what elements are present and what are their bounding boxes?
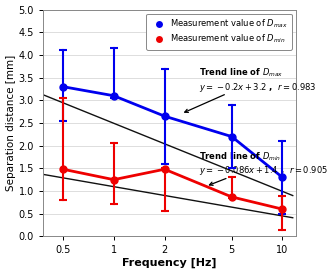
X-axis label: Frequency [Hz]: Frequency [Hz] — [122, 258, 216, 269]
Legend: Measurement value of $D_{max}$, Measurement value of $D_{min}$: Measurement value of $D_{max}$, Measurem… — [146, 14, 292, 50]
Text: Trend line of $D_{min}$
$y = -0.086x + 1.4$ ,  $r = 0.905$: Trend line of $D_{min}$ $y = -0.086x + 1… — [199, 150, 328, 185]
Y-axis label: Separation distance [mm]: Separation distance [mm] — [6, 55, 16, 191]
Text: Trend line of $D_{max}$
$y = -0.2x + 3.2$ ,  $r = 0.983$: Trend line of $D_{max}$ $y = -0.2x + 3.2… — [185, 66, 317, 112]
